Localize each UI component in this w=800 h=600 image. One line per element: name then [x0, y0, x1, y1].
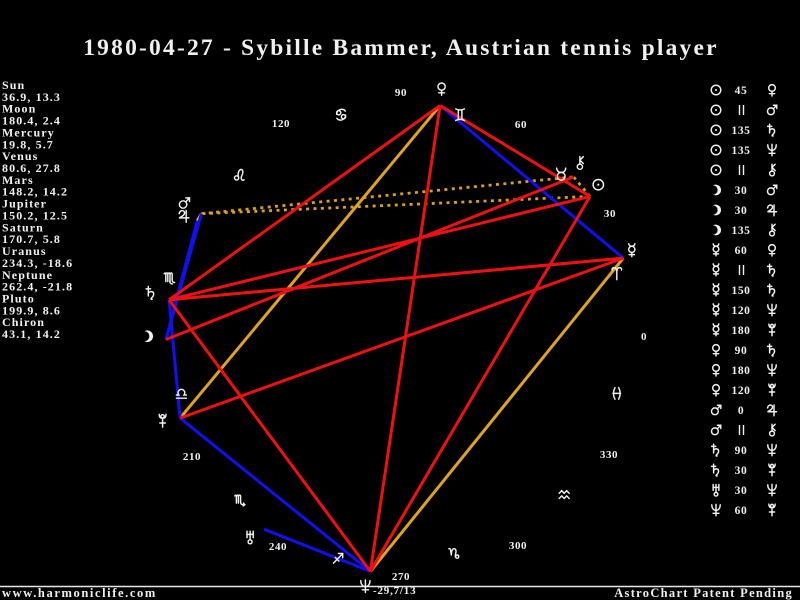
svg-text:Moon: Moon [2, 102, 36, 116]
svg-text:300: 300 [509, 540, 527, 552]
svg-text:30: 30 [735, 465, 748, 477]
svg-text:Jupiter: Jupiter [2, 197, 47, 211]
svg-text:120: 120 [272, 118, 290, 130]
svg-text:234.3, -18.6: 234.3, -18.6 [2, 256, 73, 270]
svg-text:240: 240 [269, 541, 287, 553]
svg-text:120: 120 [731, 385, 750, 397]
svg-text:330: 330 [600, 449, 618, 461]
svg-text:Mercury: Mercury [2, 125, 55, 139]
svg-text:Mars: Mars [2, 173, 34, 187]
svg-text:Chiron: Chiron [2, 315, 45, 329]
svg-text:30: 30 [735, 485, 748, 497]
svg-text:135: 135 [731, 225, 750, 237]
svg-text:43.1, 14.2: 43.1, 14.2 [2, 327, 61, 341]
svg-text:120: 120 [731, 305, 750, 317]
svg-text:1980-04-27 - Sybille Bammer, A: 1980-04-27 - Sybille Bammer, Austrian te… [83, 35, 719, 61]
svg-text:30: 30 [735, 185, 748, 197]
svg-text:www.harmoniclife.com: www.harmoniclife.com [2, 586, 157, 600]
svg-text:80.6, 27.8: 80.6, 27.8 [2, 161, 61, 175]
svg-text:Venus: Venus [2, 149, 38, 163]
svg-text:90: 90 [735, 445, 748, 457]
svg-text:270: 270 [392, 571, 410, 583]
svg-text:135: 135 [731, 145, 750, 157]
svg-text:180.4, 2.4: 180.4, 2.4 [2, 114, 61, 128]
svg-text:AstroChart Patent Pending: AstroChart Patent Pending [614, 586, 793, 600]
svg-text:148.2, 14.2: 148.2, 14.2 [2, 185, 68, 199]
svg-text:60: 60 [735, 245, 748, 257]
svg-text:210: 210 [183, 451, 201, 463]
svg-text:45: 45 [735, 85, 748, 97]
svg-text:150: 150 [731, 285, 750, 297]
svg-text:60: 60 [515, 119, 527, 131]
svg-text:36.9, 13.3: 36.9, 13.3 [2, 90, 61, 104]
svg-text:170.7, 5.8: 170.7, 5.8 [2, 232, 61, 246]
svg-text:150.2, 12.5: 150.2, 12.5 [2, 209, 68, 223]
svg-text:0: 0 [641, 331, 647, 343]
svg-text:Saturn: Saturn [2, 220, 44, 234]
svg-text:180: 180 [731, 325, 750, 337]
svg-text:Sun: Sun [2, 78, 25, 92]
svg-text:Pluto: Pluto [2, 292, 35, 306]
svg-text:-29,7/13: -29,7/13 [373, 585, 416, 597]
svg-text:30: 30 [735, 205, 748, 217]
svg-text:135: 135 [731, 125, 750, 137]
svg-text:19.8, 5.7: 19.8, 5.7 [2, 137, 54, 151]
svg-text:Neptune: Neptune [2, 268, 53, 282]
svg-text:Uranus: Uranus [2, 244, 47, 258]
svg-text:60: 60 [735, 505, 748, 517]
svg-text:30: 30 [604, 208, 616, 220]
svg-text:262.4, -21.8: 262.4, -21.8 [2, 280, 73, 294]
svg-text:0: 0 [738, 405, 744, 417]
svg-text:90: 90 [395, 87, 407, 99]
svg-text:199.9, 8.6: 199.9, 8.6 [2, 303, 61, 317]
svg-text:180: 180 [731, 365, 750, 377]
svg-text:90: 90 [735, 345, 748, 357]
